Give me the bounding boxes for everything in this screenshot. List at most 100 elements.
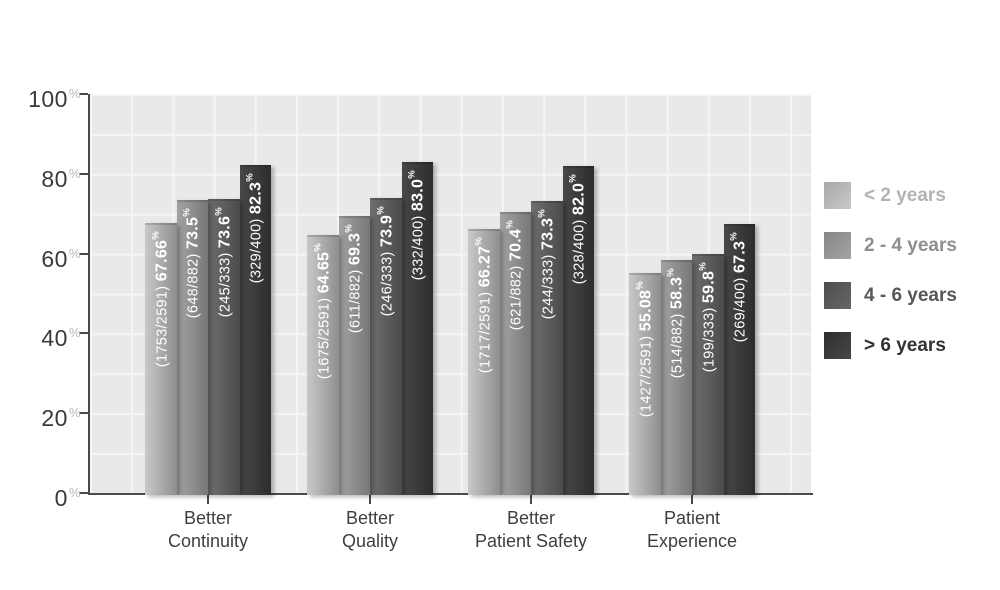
bar: (1753/2591) 67.66% [145,223,177,495]
bar-fraction: (1427/2591) [638,331,655,418]
legend-label: < 2 years [864,184,946,206]
bar-fraction: (1675/2591) [316,293,333,380]
percent-sign: % [68,485,81,500]
bar: (245/333) 73.6% [208,199,240,495]
legend-item: < 2 years [824,182,957,209]
bar-fraction: (648/882) [185,249,202,319]
bar-fraction: (328/400) [571,215,588,285]
bar-value-label: (332/400) 83.0% [407,170,428,280]
category-label: Patient Experience [597,507,787,553]
percent-sign: % [567,174,579,183]
legend-swatch [824,182,851,209]
bar-value-label: (621/882) 70.4% [505,220,526,330]
bar-fraction: (329/400) [248,214,265,284]
percent-sign: % [68,405,81,421]
bar-value-label: (245/333) 73.6% [213,207,234,317]
category-label-line2: Patient Safety [474,531,588,551]
bar-fraction: (621/882) [508,261,525,331]
x-tick-mark [207,495,209,504]
bar-fraction: (514/882) [669,309,686,379]
percent-sign: % [68,165,81,181]
percent-sign: % [504,220,516,229]
category-label-line1: Patient [663,508,721,528]
legend: < 2 years 2 - 4 years 4 - 6 years > 6 years [824,182,957,382]
y-tick-value: 60 [41,245,68,272]
bar-percent-value: 67.3 [731,240,749,274]
percent-sign: % [68,86,81,101]
bar-fraction: (269/400) [732,273,749,343]
bar-value-label: (1753/2591) 67.66% [150,231,171,367]
bar-value-label: (1427/2591) 55.08% [634,281,655,417]
legend-label: > 6 years [864,334,946,356]
percent-sign: % [343,224,355,233]
bar-value-label: (329/400) 82.3% [245,173,266,283]
percent-sign: % [312,243,324,252]
percent-sign: % [728,232,740,241]
category-label: Better Patient Safety [436,507,626,553]
y-tick-label: 0% [0,479,81,512]
legend-label: 4 - 6 years [864,284,957,306]
percent-sign: % [244,173,256,182]
category-label-line1: Better [345,508,395,528]
x-tick-mark [691,495,693,504]
bar-fraction: (244/333) [540,250,557,320]
y-tick-label: 20% [0,399,81,432]
legend-swatch [824,282,851,309]
y-tick-value: 80 [41,165,68,192]
category-label: Better Continuity [113,507,303,553]
bar-percent-value: 82.3 [247,181,265,215]
bar: (611/882) 69.3% [338,216,370,495]
y-tick-label: 40% [0,319,81,352]
bar-percent-value: 64.65 [315,251,333,294]
percent-sign: % [406,170,418,179]
percent-sign: % [536,209,548,218]
bar-percent-value: 59.8 [700,270,718,304]
bar-fraction: (199/333) [701,303,718,373]
bar: (269/400) 67.3% [723,224,755,495]
bar-percent-value: 66.27 [476,245,494,288]
legend-item: > 6 years [824,332,957,359]
category-label-line2: Continuity [167,531,249,551]
legend-swatch [824,332,851,359]
bar: (1717/2591) 66.27% [468,229,500,495]
bar-fraction: (245/333) [217,248,234,318]
percent-sign: % [473,237,485,246]
y-tick-value: 20 [41,405,68,432]
y-tick-label: 100% [0,80,81,113]
y-tick-value: 0 [54,485,68,511]
x-tick-mark [369,495,371,504]
category-label-line1: Better [183,508,233,528]
bar: (648/882) 73.5% [176,200,208,495]
bar-fraction: (246/333) [379,247,396,317]
bar-value-label: (514/882) 58.3% [666,268,687,378]
category-label: Better Quality [275,507,465,553]
bar-percent-value: 70.4 [507,228,525,262]
bar-value-label: (246/333) 73.9% [375,206,396,316]
y-tick-mark [79,492,88,494]
bar-percent-value: 73.6 [216,215,234,249]
bar-value-label: (648/882) 73.5% [182,208,203,318]
y-tick-mark [79,93,88,95]
bar-percent-value: 83.0 [409,178,427,212]
y-tick-mark [79,332,88,335]
bar-fraction: (1753/2591) [154,281,171,368]
bar: (332/400) 83.0% [401,162,433,495]
y-tick-label: 60% [0,240,81,273]
y-tick-mark [79,172,88,175]
bar-value-label: (244/333) 73.3% [536,209,557,319]
percent-sign: % [697,262,709,271]
percent-sign: % [634,281,646,290]
bar: (246/333) 73.9% [370,198,402,495]
legend-item: 2 - 4 years [824,232,957,259]
category-label-line2: Quality [341,531,399,551]
bar-percent-value: 58.3 [668,276,686,310]
bar-percent-value: 73.3 [539,217,557,251]
y-axis [88,94,90,495]
bar-value-label: (1675/2591) 64.65% [312,243,333,379]
bar-percent-value: 69.3 [346,232,364,266]
percent-sign: % [375,206,387,215]
y-tick-mark [79,412,88,415]
percent-sign: % [150,231,162,240]
x-axis [88,493,813,495]
